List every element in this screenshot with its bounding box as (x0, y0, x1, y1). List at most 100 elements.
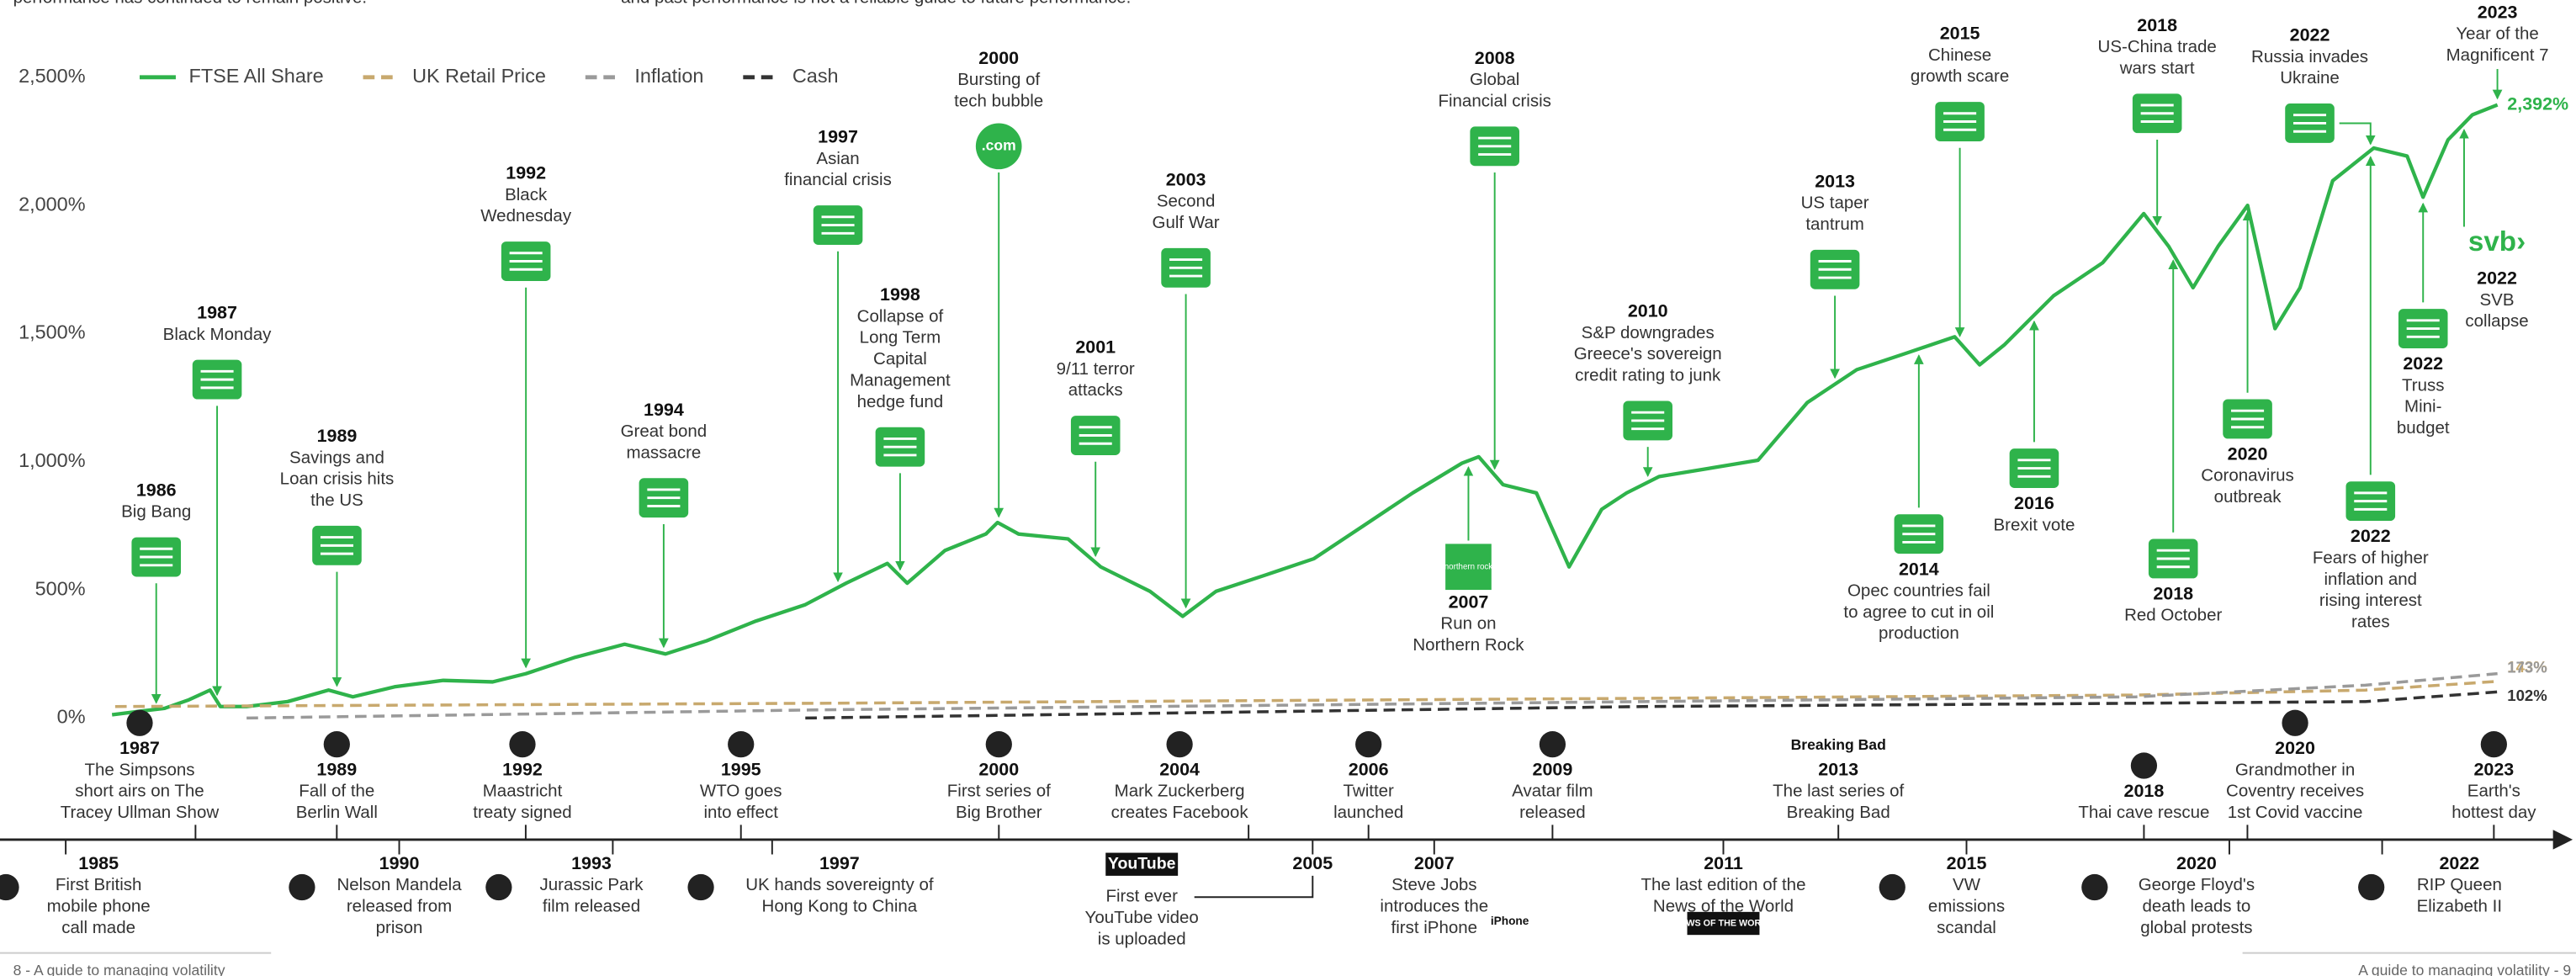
annotation-year: 2022 (2477, 268, 2517, 289)
event-text: scandal (1937, 918, 1996, 937)
y-tick-label: 2,500% (19, 65, 85, 87)
annotation-text: tech bubble (954, 91, 1043, 110)
annotation-year: 2010 (1628, 301, 1668, 321)
icon-text: svb› (2468, 226, 2526, 257)
annotation-text: Second (1157, 192, 1216, 211)
event-icon (509, 731, 535, 757)
event-logo: Breaking Bad (1791, 736, 1886, 753)
event-text: Tracey Ullman Show (61, 803, 220, 822)
annotation-text: financial crisis (784, 170, 892, 189)
event-year: 1990 (379, 853, 420, 873)
connector (1195, 876, 1313, 897)
event-text: The last series of (1773, 782, 1904, 801)
event-text: prison (376, 918, 423, 937)
event-logo: YouTube (1108, 854, 1176, 873)
legend-label: FTSE All Share (189, 65, 324, 87)
annotation-text: Opec countries fail (1847, 581, 1990, 600)
annotation-text: Russia invades (2251, 47, 2368, 66)
annotation-year: 2007 (1449, 591, 1489, 612)
event-year: 2020 (2275, 738, 2315, 758)
annotation-text: Collapse of (857, 306, 944, 326)
annotation-text: US taper (1801, 194, 1869, 213)
annotation-text: attacks (1068, 380, 1123, 400)
page: performance has continued to remain posi… (0, 0, 2576, 976)
event-icon (485, 874, 511, 900)
event-text: Fall of the (299, 782, 374, 801)
annotation-year: 2014 (1899, 559, 1939, 579)
annotation-text: budget (2397, 418, 2450, 438)
event-text: creates Facebook (1111, 803, 1249, 822)
annotation-text: Wednesday (480, 206, 572, 225)
y-tick-label: 1,000% (19, 449, 85, 471)
annotation-text: Bursting of (957, 70, 1040, 89)
event-logo: NEWS OF THE WORLD (1673, 918, 1773, 928)
annotation-year: 2018 (2137, 15, 2177, 35)
annotation-year: 2022 (2290, 25, 2330, 45)
event-year: 1989 (316, 760, 357, 780)
event-text: Earth's (2467, 782, 2520, 801)
annotation-year: 2003 (1166, 169, 1206, 189)
event-year: 2000 (978, 760, 1019, 780)
event-text: Elizabeth II (2417, 896, 2502, 915)
event-text: treaty signed (473, 803, 571, 822)
annotation-text: Greece's sovereign (1574, 344, 1722, 363)
annotation-year: 1992 (506, 163, 546, 183)
annotation-text: Red October (2124, 606, 2222, 625)
annotation-text: US-China trade (2098, 37, 2217, 56)
event-icon (2358, 874, 2384, 900)
event-icon (1355, 731, 1381, 757)
footer-text: 8 - A guide to managing volatility (13, 962, 225, 976)
event-text: Hong Kong to China (762, 896, 918, 915)
event-text: The Simpsons (84, 760, 194, 779)
annotation-text: Coronavirus (2201, 466, 2294, 485)
annotation-year: 1997 (818, 127, 858, 147)
event-icon (687, 874, 713, 900)
annotation-text: tantrum (1805, 215, 1863, 234)
event-text: YouTube video (1085, 908, 1199, 927)
event-year: 2020 (2176, 853, 2217, 873)
event-year: 2023 (2473, 760, 2514, 780)
annotation-text: growth scare (1911, 66, 2009, 86)
annotation-year: 2000 (978, 48, 1019, 68)
event-text: introduces the (1380, 896, 1488, 915)
event-icon (986, 731, 1012, 757)
annotation-text: credit rating to junk (1575, 366, 1721, 385)
header-text: and past performance is not a reliable g… (621, 0, 1131, 7)
legend-label: UK Retail Price (412, 65, 546, 87)
event-logo: iPhone (1491, 915, 1529, 927)
annotation-year: 2022 (2403, 353, 2443, 374)
annotation-text: Long Term (860, 328, 941, 347)
annotation-text: S&P downgrades (1582, 323, 1715, 342)
timeline-arrow (2553, 830, 2573, 849)
event-text: mobile phone (47, 896, 151, 915)
event-text: First series of (947, 782, 1051, 801)
event-icon (1540, 731, 1566, 757)
event-text: film released (543, 896, 640, 915)
event-text: Breaking Bad (1787, 803, 1890, 822)
event-text: First ever (1105, 887, 1178, 906)
annotation-text: Brexit vote (1994, 515, 2075, 534)
event-year: 1992 (502, 760, 543, 780)
event-year: 2015 (1947, 853, 1987, 873)
annotation-year: 2023 (2478, 2, 2518, 22)
annotation-text: Gulf War (1153, 213, 1220, 232)
event-text: hottest day (2451, 803, 2536, 822)
event-text: is uploaded (1098, 929, 1186, 948)
event-text: George Floyd's (2139, 875, 2255, 894)
footer-text: A guide to managing volatility - 9 (2358, 962, 2571, 976)
annotation-text: Great bond (621, 422, 708, 441)
event-year: 2009 (1533, 760, 1573, 780)
annotation-year: 1986 (136, 480, 177, 501)
event-text: Mark Zuckerberg (1115, 782, 1245, 801)
annotation-year: 1994 (644, 400, 684, 420)
annotation-year: 1987 (197, 303, 237, 323)
event-text: Twitter (1344, 782, 1395, 801)
annotation-year: 2008 (1475, 48, 1515, 68)
event-text: Nelson Mandela (337, 875, 462, 894)
annotation-text: the US (310, 491, 363, 510)
annotation-text: Asian (816, 149, 859, 168)
icon-text: .com (982, 136, 1016, 153)
end-value-label: 173% (2507, 659, 2547, 676)
event-year: 1995 (721, 760, 761, 780)
annotation-text: wars start (2119, 58, 2195, 77)
